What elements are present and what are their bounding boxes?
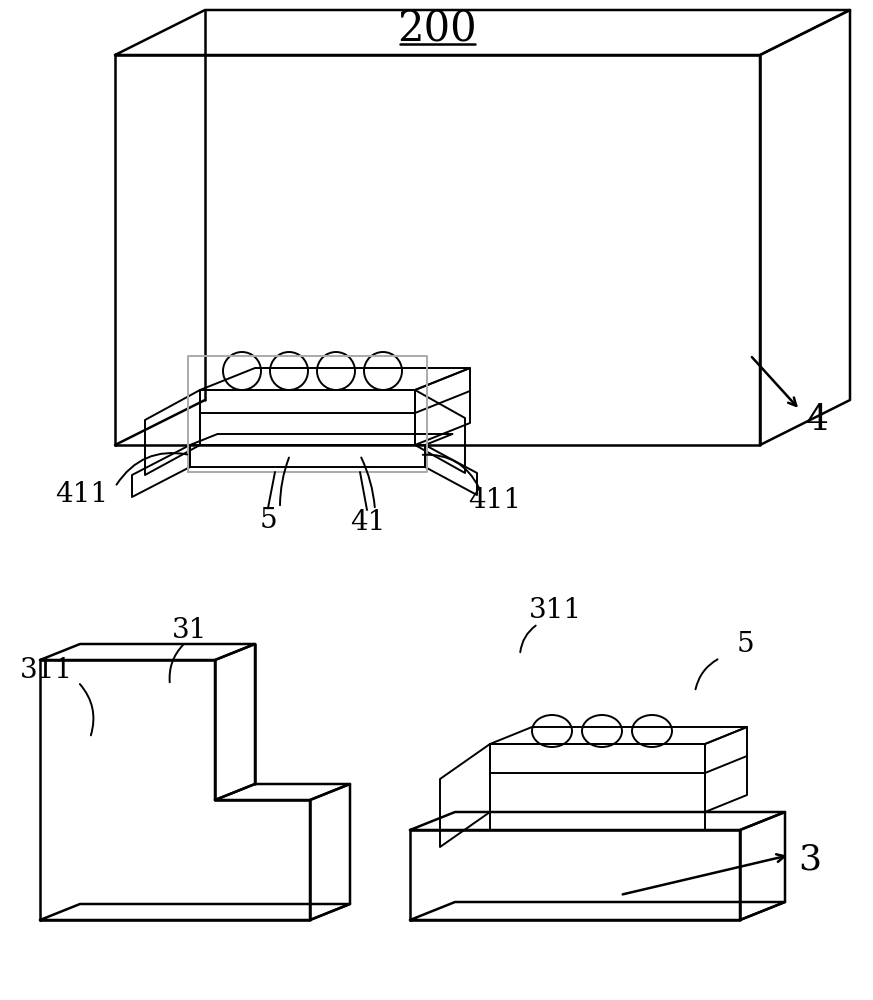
Text: 5: 5: [259, 506, 277, 534]
Text: 311: 311: [528, 596, 581, 624]
Text: 3: 3: [798, 843, 821, 877]
Text: 200: 200: [397, 9, 477, 51]
Text: 4: 4: [806, 403, 829, 437]
Text: 411: 411: [55, 482, 108, 508]
Text: 5: 5: [736, 632, 753, 658]
Text: 31: 31: [172, 616, 208, 644]
Text: 41: 41: [350, 508, 386, 536]
Text: 311: 311: [20, 656, 73, 684]
Text: 411: 411: [468, 487, 521, 514]
